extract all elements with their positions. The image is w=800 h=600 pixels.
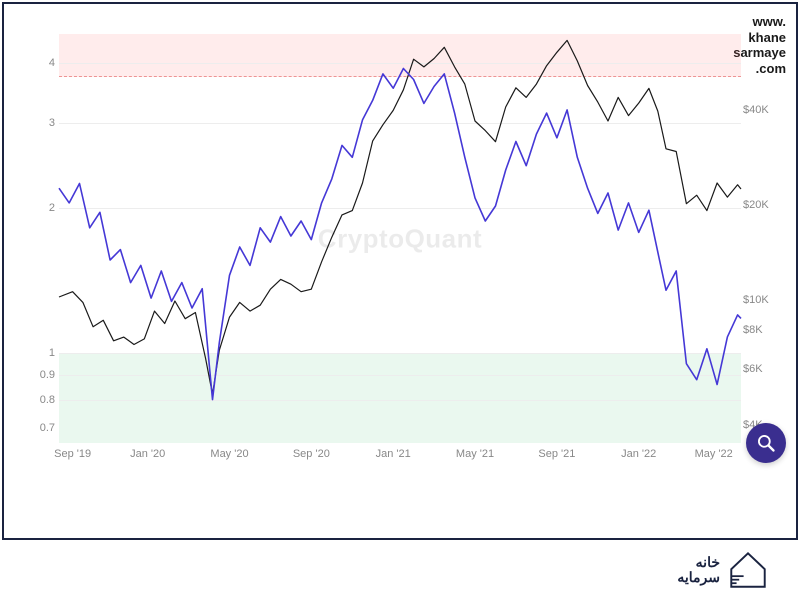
x-axis-tick: May '21 — [456, 448, 494, 460]
left-axis-tick: 2 — [49, 202, 55, 214]
magnifier-icon — [756, 433, 776, 453]
brand-logo: خانه سرمایه — [677, 548, 770, 592]
x-axis-tick: Jan '20 — [130, 448, 165, 460]
left-axis-tick: 0.8 — [40, 394, 55, 406]
series-ratio_blue — [59, 69, 741, 400]
right-axis-tick: $6K — [743, 363, 763, 375]
left-axis-tick: 3 — [49, 117, 55, 129]
chart-lines — [59, 34, 741, 443]
left-axis-tick: 4 — [49, 57, 55, 69]
x-axis-tick: Sep '19 — [54, 448, 91, 460]
brand-text: خانه سرمایه — [677, 555, 720, 586]
zoom-button[interactable] — [746, 423, 786, 463]
plot-area: CryptoQuant — [59, 34, 741, 443]
right-axis-tick: $20K — [743, 199, 769, 211]
x-axis-tick: May '22 — [695, 448, 733, 460]
x-axis-tick: Jan '21 — [376, 448, 411, 460]
left-axis: 0.7 0.8 0.9 1 2 3 4 — [39, 34, 57, 443]
right-axis-tick: $8K — [743, 324, 763, 336]
x-axis: Sep '19Jan '20May '20Sep '20Jan '21May '… — [59, 443, 741, 468]
url-line: www. — [733, 14, 786, 30]
x-axis-tick: Sep '21 — [538, 448, 575, 460]
x-axis-tick: May '20 — [210, 448, 248, 460]
left-axis-tick: 0.9 — [40, 369, 55, 381]
right-axis-tick: $40K — [743, 104, 769, 116]
left-axis-tick: 1 — [49, 347, 55, 359]
left-axis-tick: 0.7 — [40, 422, 55, 434]
house-icon — [726, 548, 770, 592]
series-price_black — [59, 40, 741, 394]
right-axis: $4K$6K$8K$10K$20K$40K — [741, 34, 786, 443]
chart-frame: www. khane sarmaye .com 0.70.80.91234 $4… — [2, 2, 798, 540]
x-axis-tick: Sep '20 — [293, 448, 330, 460]
brand-line: خانه — [677, 555, 720, 570]
brand-line: سرمایه — [677, 570, 720, 585]
x-axis-tick: Jan '22 — [621, 448, 656, 460]
right-axis-tick: $10K — [743, 294, 769, 306]
chart-area: 0.70.80.91234 $4K$6K$8K$10K$20K$40K Cryp… — [39, 34, 741, 468]
